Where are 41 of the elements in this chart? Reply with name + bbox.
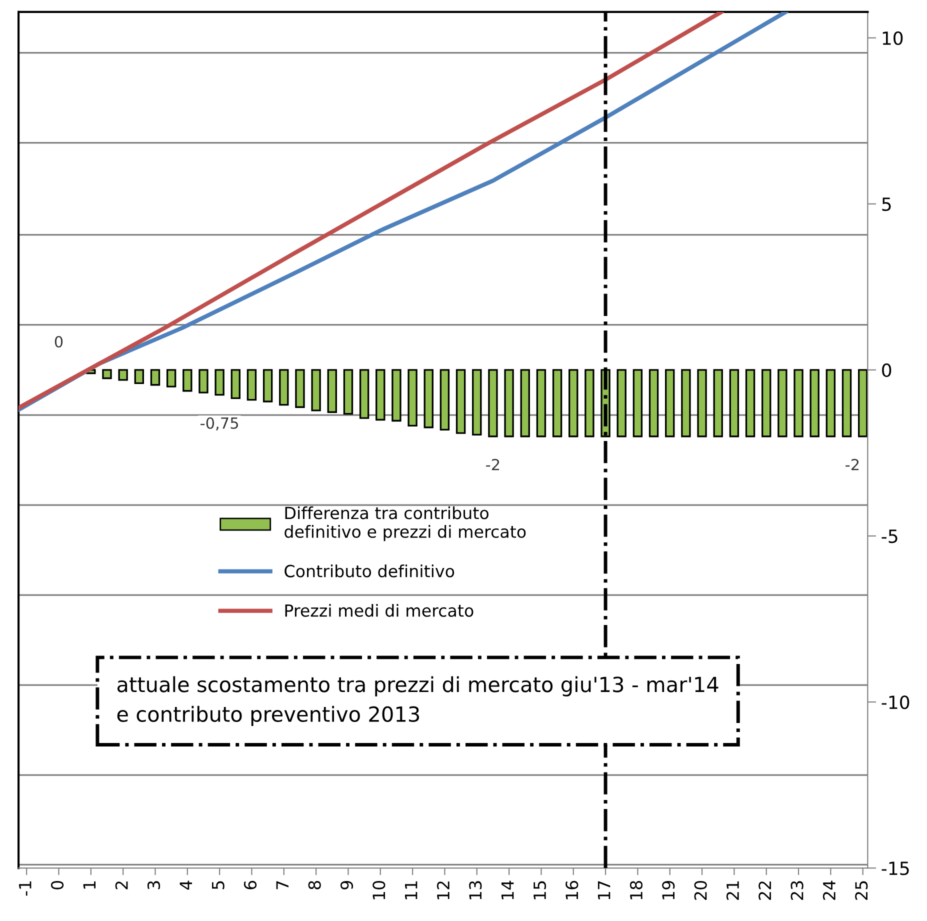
data-label: 0: [54, 336, 63, 348]
x-tick-label: 1: [83, 881, 96, 889]
x-tick-label: 20: [694, 880, 707, 900]
x-tick-label: 23: [790, 881, 804, 900]
x-tick-label: 12: [436, 882, 450, 900]
x-tick-label: 7: [276, 881, 288, 890]
x-tick-label: 24: [822, 880, 836, 900]
x-tick-label: 17: [598, 881, 610, 900]
x-tick-label: 11: [405, 881, 418, 900]
x-tick-label: 3: [147, 881, 160, 890]
x-tick-label: 18: [630, 880, 643, 900]
x-tick-label: 8: [308, 880, 321, 890]
legend-label: Differenza tra contributo definitivo e prezzi di mercato: [284, 506, 526, 542]
x-tick-label: 5: [212, 881, 224, 890]
legend-label: Prezzi medi di mercato: [285, 604, 474, 617]
x-tick-label: 15: [534, 881, 546, 900]
data-label: -2: [486, 458, 500, 470]
x-tick-label: 10: [372, 880, 386, 900]
data-label: -0,75: [200, 417, 238, 430]
annotation: attuale scostamento tra prezzi di mercato giu'13 - mar'14 e contributo preventivo 2013: [117, 676, 718, 726]
x-tick-label: 2: [115, 882, 128, 890]
x-tick-label: 13: [469, 881, 482, 900]
data-label: -2: [846, 458, 859, 470]
y-tick-label: 10: [882, 31, 903, 45]
x-tick-label: 22: [758, 882, 771, 900]
x-tick-label: 25: [855, 881, 868, 900]
x-tick-label: 16: [566, 880, 578, 900]
x-tick-label: -1: [19, 881, 32, 896]
x-tick-label: 9: [340, 881, 354, 890]
x-tick-label: 4: [180, 880, 192, 890]
y-tick-label: -15: [882, 862, 909, 876]
y-tick-label: 0: [882, 363, 892, 378]
x-tick-label: 6: [244, 880, 257, 890]
y-tick-label: 5: [882, 198, 891, 212]
x-tick-label: 21: [726, 881, 739, 900]
x-tick-label: 14: [501, 880, 514, 900]
x-tick-label: 0: [50, 880, 64, 890]
y-tick-label: -10: [882, 695, 910, 710]
legend-label: Contributo definitivo: [284, 564, 454, 578]
y-tick-label: -5: [882, 530, 898, 544]
x-tick-label: 19: [662, 881, 675, 900]
